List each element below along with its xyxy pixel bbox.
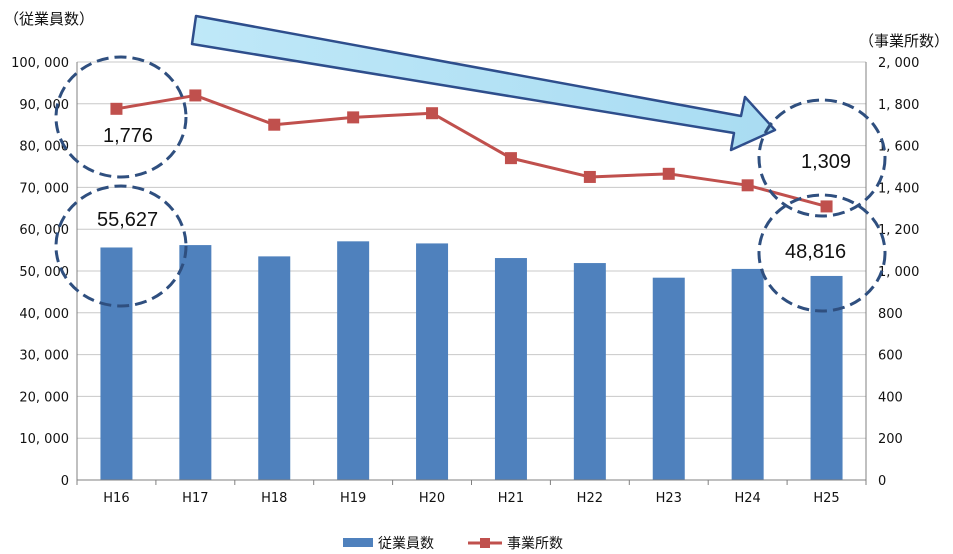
bar <box>258 256 291 480</box>
bar <box>573 263 606 480</box>
right-tick-label: 800 <box>878 307 903 322</box>
category-label: H21 <box>498 491 524 506</box>
series-line <box>116 93 827 208</box>
annotation-bar-first: 55,627 <box>97 209 158 231</box>
line-marker <box>189 89 202 102</box>
legend-swatch-bar <box>343 538 373 547</box>
right-tick-labels: 0 200 400 600 800 1, 000 1, 200 1, 400 1, 600 1, … <box>878 56 919 489</box>
left-tick-label: 40, 000 <box>19 307 69 322</box>
category-label: H18 <box>261 491 287 506</box>
line-marker <box>426 107 439 120</box>
line-marker <box>110 102 123 115</box>
category-label: H25 <box>813 491 839 506</box>
line-marker <box>820 200 833 213</box>
left-axis-title: （従業員数） <box>4 10 94 28</box>
left-tick-label: 70, 000 <box>19 181 69 196</box>
bar-series <box>100 241 843 480</box>
highlight-circle-bar-last <box>757 193 887 313</box>
axes <box>76 62 867 485</box>
left-tick-label: 80, 000 <box>19 140 69 155</box>
trend-arrow-icon <box>190 14 777 152</box>
right-tick-label: 1, 000 <box>878 265 919 280</box>
left-tick-label: 90, 000 <box>19 98 69 113</box>
line-marker <box>268 118 281 131</box>
line-marker <box>347 111 360 124</box>
category-label: H20 <box>419 491 445 506</box>
highlight-circle-line-first <box>54 55 188 179</box>
legend-swatch-marker <box>480 538 490 548</box>
left-tick-label: 100, 000 <box>11 56 69 71</box>
right-tick-label: 400 <box>878 390 903 405</box>
left-tick-labels: 0 10, 000 20, 000 30, 000 40, 000 50, 000 60, … <box>11 56 69 489</box>
bar <box>810 275 843 480</box>
left-tick-label: 0 <box>61 474 69 489</box>
annotation-line-last: 1,309 <box>801 151 851 173</box>
right-tick-label: 0 <box>878 474 886 489</box>
right-tick-label: 1, 200 <box>878 223 919 238</box>
right-axis-title: （事業所数） <box>859 32 949 50</box>
right-tick-label: 1, 600 <box>878 140 919 155</box>
bar <box>652 277 685 480</box>
category-labels: H16 H17 H18 H19 H20 H21 H22 H23 H24 H25 <box>103 491 839 506</box>
legend: 従業員数 事業所数 <box>343 536 563 552</box>
bar <box>731 268 764 480</box>
right-tick-label: 1, 400 <box>878 181 919 196</box>
right-tick-label: 600 <box>878 349 903 364</box>
right-tick-label: 2, 000 <box>878 56 919 71</box>
category-label: H23 <box>656 491 682 506</box>
category-label: H22 <box>577 491 603 506</box>
bar <box>100 247 133 480</box>
legend-label-bar: 従業員数 <box>378 536 434 552</box>
annotation-line-first: 1,776 <box>103 125 153 147</box>
category-label: H17 <box>182 491 208 506</box>
line-marker <box>662 167 675 180</box>
bar <box>179 245 212 480</box>
line-series <box>110 89 833 213</box>
left-tick-label: 50, 000 <box>19 265 69 280</box>
right-tick-label: 200 <box>878 432 903 447</box>
category-label: H19 <box>340 491 366 506</box>
highlight-circle-line-last <box>757 98 887 218</box>
left-tick-label: 60, 000 <box>19 223 69 238</box>
bar <box>337 241 370 480</box>
left-tick-label: 20, 000 <box>19 390 69 405</box>
bar <box>416 243 449 480</box>
left-tick-label: 30, 000 <box>19 349 69 364</box>
line-marker <box>583 170 596 183</box>
bar <box>494 258 527 480</box>
right-tick-label: 1, 800 <box>878 98 919 113</box>
category-label: H24 <box>734 491 760 506</box>
line-marker <box>741 179 754 192</box>
line-marker <box>504 152 517 165</box>
category-label: H16 <box>103 491 129 506</box>
legend-label-line: 事業所数 <box>507 536 563 552</box>
highlight-circle-bar-first <box>54 184 188 308</box>
annotation-bar-last: 48,816 <box>785 241 846 263</box>
left-tick-label: 10, 000 <box>19 432 69 447</box>
